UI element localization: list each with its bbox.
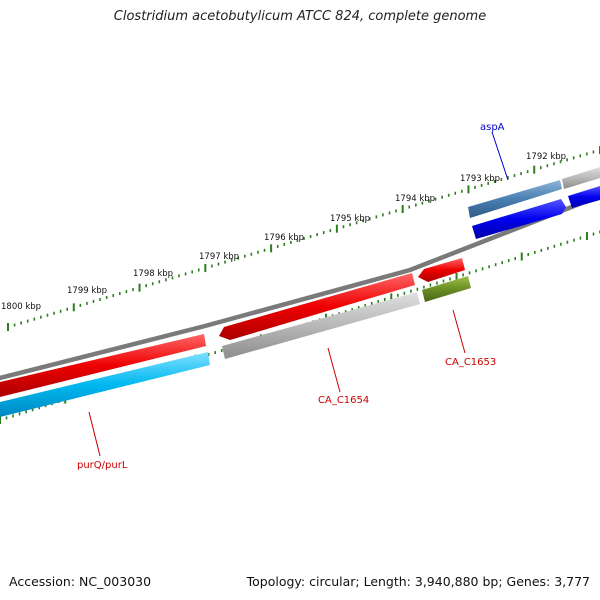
gene-feature-red-1[interactable] [0, 334, 206, 397]
tick-label: 1796 kbp [264, 233, 304, 243]
outer-tick-row [7, 146, 600, 331]
genome-summary-text: Topology: circular; Length: 3,940,880 bp… [246, 574, 590, 589]
forward-strand [0, 167, 600, 397]
gene-feature-gray-2[interactable] [222, 292, 420, 359]
leader-line-CA_C1653 [452, 309, 466, 354]
tick-label: 1793 kbp [460, 174, 500, 184]
gene-label-purQ-purL[interactable]: purQ/purL [77, 460, 128, 471]
tick-label: 1797 kbp [199, 252, 239, 262]
gene-feature-red-2[interactable] [219, 273, 415, 340]
gene-feature-blue-2[interactable] [568, 186, 600, 208]
kbp-tick-labels: 1792 kbp 1793 kbp 1794 kbp 1795 kbp 1796… [1, 152, 566, 312]
tick-label: 1792 kbp [526, 152, 566, 162]
leader-line-purQ-purL [88, 411, 101, 457]
leader-line-CA_C1654 [327, 347, 341, 393]
tick-label: 1799 kbp [67, 286, 107, 296]
leader-line-aspA [491, 131, 509, 181]
map-title: Clostridium acetobutylicum ATCC 824, com… [113, 9, 487, 24]
tick-label: 1795 kbp [330, 214, 370, 224]
gene-feature-blue-1[interactable] [472, 199, 566, 239]
gene-labels: aspA CA_C1653 CA_C1654 purQ/purL [77, 122, 505, 471]
gene-label-CA_C1654[interactable]: CA_C1654 [318, 395, 369, 406]
genome-backbone [0, 193, 600, 381]
reverse-strand [0, 186, 600, 417]
gene-feature-gray-1[interactable] [562, 167, 600, 189]
tick-label: 1798 kbp [133, 269, 173, 279]
tick-label: 1800 kbp [1, 302, 41, 312]
gene-label-aspA[interactable]: aspA [480, 122, 505, 133]
gene-feature-red-3[interactable] [418, 258, 465, 282]
tick-label: 1794 kbp [395, 194, 435, 204]
gene-label-CA_C1653[interactable]: CA_C1653 [445, 357, 496, 368]
gene-feature-olive-1[interactable] [422, 276, 471, 302]
gene-label-leaders [88, 131, 509, 457]
gene-feature-cyan-1[interactable] [0, 352, 210, 417]
gene-feature-steel-1[interactable] [468, 180, 562, 218]
accession-text: Accession: NC_003030 [9, 574, 152, 589]
